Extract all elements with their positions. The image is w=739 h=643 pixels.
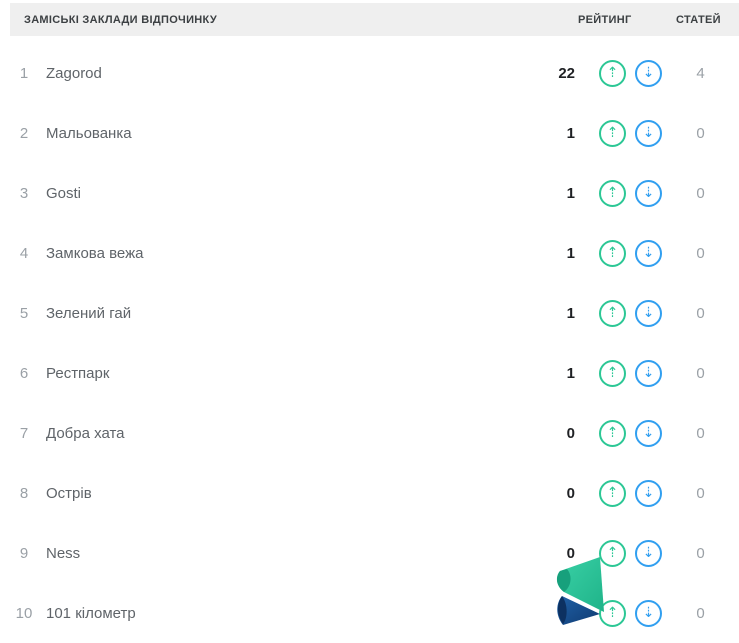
articles-count: 4 — [696, 64, 705, 82]
rating-value: 22 — [558, 64, 575, 82]
arrow-up-icon: ⇡ — [606, 605, 619, 621]
downvote-button[interactable]: ⇣ — [635, 119, 662, 147]
upvote-button[interactable]: ⇡ — [599, 419, 626, 447]
downvote-button[interactable]: ⇣ — [635, 179, 662, 207]
rating-value: 1 — [566, 364, 575, 382]
upvote-button[interactable]: ⇡ — [599, 539, 626, 567]
venue-name: Острів — [46, 484, 92, 502]
arrow-up-icon: ⇡ — [606, 425, 619, 441]
downvote-button[interactable]: ⇣ — [635, 59, 662, 87]
arrow-down-icon: ⇣ — [642, 125, 655, 141]
row-rank: 8 — [19, 484, 29, 502]
table-row: 4 Замкова вежа 1 ⇡ ⇣ 0 — [10, 223, 739, 283]
row-rank: 1 — [19, 64, 29, 82]
articles-count: 0 — [696, 484, 705, 502]
upvote-button[interactable]: ⇡ — [599, 119, 626, 147]
row-rank: 6 — [19, 364, 29, 382]
arrow-up-icon: ⇡ — [606, 305, 619, 321]
table-row: 9 Ness 0 ⇡ ⇣ 0 — [10, 523, 739, 583]
arrow-up-icon: ⇡ — [606, 65, 619, 81]
arrow-up-icon: ⇡ — [606, 485, 619, 501]
downvote-button[interactable]: ⇣ — [635, 359, 662, 387]
upvote-button[interactable]: ⇡ — [599, 359, 626, 387]
row-rank: 10 — [15, 604, 33, 622]
row-rank: 3 — [19, 184, 29, 202]
venue-name: Ness — [46, 544, 81, 562]
arrow-down-icon: ⇣ — [642, 245, 655, 261]
row-rank: 7 — [19, 424, 29, 442]
arrow-down-icon: ⇣ — [642, 65, 655, 81]
downvote-button[interactable]: ⇣ — [635, 479, 662, 507]
arrow-down-icon: ⇣ — [642, 425, 655, 441]
row-rank: 4 — [19, 244, 29, 262]
articles-column-header: СТАТЕЙ — [676, 13, 721, 26]
articles-count: 0 — [696, 544, 705, 562]
table-row: 3 Gosti 1 ⇡ ⇣ 0 — [10, 163, 739, 223]
articles-count: 0 — [696, 424, 705, 442]
arrow-down-icon: ⇣ — [642, 305, 655, 321]
upvote-button[interactable]: ⇡ — [599, 59, 626, 87]
row-rank: 5 — [19, 304, 29, 322]
rating-value: 0 — [566, 604, 575, 622]
articles-count: 0 — [696, 244, 705, 262]
arrow-up-icon: ⇡ — [606, 185, 619, 201]
rating-value: 1 — [566, 124, 575, 142]
upvote-button[interactable]: ⇡ — [599, 179, 626, 207]
upvote-button[interactable]: ⇡ — [599, 599, 626, 627]
upvote-button[interactable]: ⇡ — [599, 299, 626, 327]
table-row: 6 Рестпарк 1 ⇡ ⇣ 0 — [10, 343, 739, 403]
table-row: 1 Zagorod 22 ⇡ ⇣ 4 — [10, 43, 739, 103]
arrow-up-icon: ⇡ — [606, 365, 619, 381]
arrow-up-icon: ⇡ — [606, 125, 619, 141]
articles-count: 0 — [696, 304, 705, 322]
downvote-button[interactable]: ⇣ — [635, 539, 662, 567]
row-rank: 9 — [19, 544, 29, 562]
downvote-button[interactable]: ⇣ — [635, 599, 662, 627]
articles-count: 0 — [696, 604, 705, 622]
articles-count: 0 — [696, 184, 705, 202]
arrow-down-icon: ⇣ — [642, 365, 655, 381]
table-row: 2 Мальованка 1 ⇡ ⇣ 0 — [10, 103, 739, 163]
articles-count: 0 — [696, 124, 705, 142]
arrow-down-icon: ⇣ — [642, 605, 655, 621]
rating-value: 1 — [566, 244, 575, 262]
table-row: 7 Добра хата 0 ⇡ ⇣ 0 — [10, 403, 739, 463]
arrow-down-icon: ⇣ — [642, 185, 655, 201]
table-row: 8 Острів 0 ⇡ ⇣ 0 — [10, 463, 739, 523]
table-header: ЗАМІСЬКІ ЗАКЛАДИ ВІДПОЧИНКУ РЕЙТИНГ СТАТ… — [10, 3, 739, 36]
articles-count: 0 — [696, 364, 705, 382]
venue-name: Gosti — [46, 184, 82, 202]
venue-name: Zagorod — [46, 64, 102, 82]
arrow-up-icon: ⇡ — [606, 245, 619, 261]
table-title: ЗАМІСЬКІ ЗАКЛАДИ ВІДПОЧИНКУ — [24, 13, 217, 26]
rating-value: 0 — [566, 424, 575, 442]
table-row: 10 101 кілометр 0 ⇡ ⇣ 0 — [10, 583, 739, 643]
venue-name: Мальованка — [46, 124, 132, 142]
downvote-button[interactable]: ⇣ — [635, 299, 662, 327]
table-row: 5 Зелений гай 1 ⇡ ⇣ 0 — [10, 283, 739, 343]
venue-name: Замкова вежа — [46, 244, 144, 262]
downvote-button[interactable]: ⇣ — [635, 239, 662, 267]
row-rank: 2 — [19, 124, 29, 142]
rating-column-header: РЕЙТИНГ — [578, 13, 632, 26]
downvote-button[interactable]: ⇣ — [635, 419, 662, 447]
rating-value: 0 — [566, 544, 575, 562]
venue-name: 101 кілометр — [46, 604, 136, 622]
arrow-up-icon: ⇡ — [606, 545, 619, 561]
venue-name: Зелений гай — [46, 304, 132, 322]
venue-name: Добра хата — [46, 424, 125, 442]
rating-value: 0 — [566, 484, 575, 502]
upvote-button[interactable]: ⇡ — [599, 479, 626, 507]
arrow-down-icon: ⇣ — [642, 485, 655, 501]
venue-table: 1 Zagorod 22 ⇡ ⇣ 4 2 Мальованка 1 ⇡ ⇣ 0 … — [10, 43, 739, 643]
venue-name: Рестпарк — [46, 364, 110, 382]
rating-value: 1 — [566, 184, 575, 202]
rating-value: 1 — [566, 304, 575, 322]
upvote-button[interactable]: ⇡ — [599, 239, 626, 267]
arrow-down-icon: ⇣ — [642, 545, 655, 561]
